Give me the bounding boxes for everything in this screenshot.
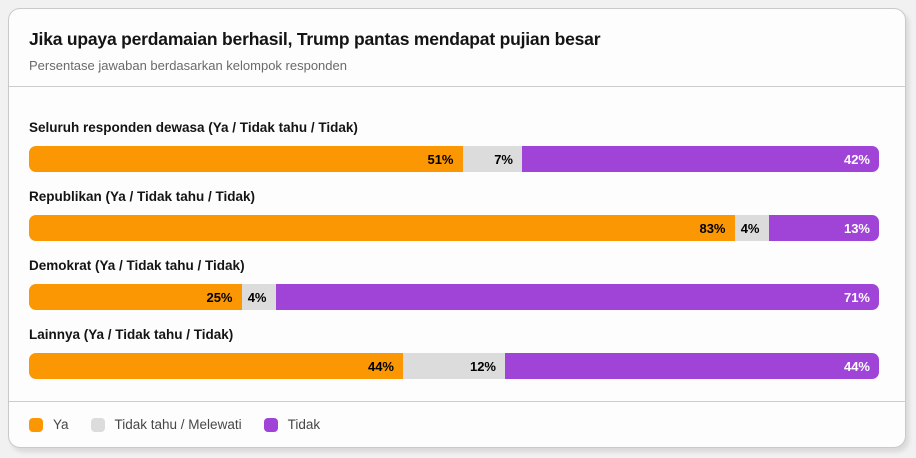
- stacked-bar: 83% 4% 13%: [29, 215, 879, 242]
- stacked-bar: 25% 4% 71%: [29, 284, 879, 311]
- bar-segment-tidak-tahu: 12%: [403, 353, 505, 380]
- row-label: Republikan (Ya / Tidak tahu / Tidak): [29, 189, 256, 205]
- chart-row: Demokrat (Ya / Tidak tahu / Tidak) 25% 4%…: [29, 255, 879, 311]
- bar-segment-ya: 51%: [29, 146, 463, 173]
- chart-row: Seluruh responden dewasa (Ya / Tidak tah…: [29, 117, 879, 173]
- chart-header: Jika upaya perdamaian berhasil, Trump pa…: [9, 9, 905, 88]
- legend-item: Tidak tahu / Melewati: [90, 417, 242, 432]
- stacked-bar: 44% 12% 44%: [29, 353, 879, 380]
- bar-segment-ya: 25%: [29, 284, 242, 311]
- row-label: Demokrat (Ya / Tidak tahu / Tidak): [29, 258, 245, 274]
- legend-swatch-icon: [90, 417, 105, 432]
- legend-swatch-icon: [29, 417, 43, 432]
- bar-segment-tidak-tahu: 4%: [734, 215, 769, 242]
- legend-label: Tidak: [287, 417, 321, 432]
- bar-segment-tidak: 44%: [505, 353, 879, 380]
- chart-row: Lainnya (Ya / Tidak tahu / Tidak) 44% 12%…: [29, 324, 879, 380]
- legend-label: Tidak tahu / Melewati: [114, 417, 242, 432]
- chart-rows: Seluruh responden dewasa (Ya / Tidak tah…: [9, 87, 905, 401]
- chart-legend: Ya Tidak tahu / Melewati Tidak: [9, 401, 905, 447]
- bar-segment-tidak-tahu: 4%: [241, 284, 276, 311]
- chart-title: Jika upaya perdamaian berhasil, Trump pa…: [29, 29, 601, 49]
- bar-segment-tidak: 71%: [275, 284, 879, 311]
- stacked-bar: 51% 7% 42%: [29, 146, 879, 173]
- chart-row: Republikan (Ya / Tidak tahu / Tidak) 83%…: [29, 186, 879, 242]
- bar-segment-tidak: 42%: [522, 146, 879, 173]
- chart-card: Jika upaya perdamaian berhasil, Trump pa…: [8, 8, 906, 448]
- legend-item: Ya: [29, 417, 69, 432]
- bar-segment-ya: 83%: [29, 215, 735, 242]
- row-label: Seluruh responden dewasa (Ya / Tidak tah…: [29, 120, 358, 136]
- legend-label: Ya: [53, 417, 69, 432]
- legend-swatch-icon: [263, 417, 278, 432]
- row-label: Lainnya (Ya / Tidak tahu / Tidak): [29, 327, 234, 343]
- bar-segment-tidak: 13%: [768, 215, 879, 242]
- legend-item: Tidak: [263, 417, 321, 432]
- chart-subtitle: Persentase jawaban berdasarkan kelompok …: [29, 58, 347, 74]
- bar-segment-tidak-tahu: 7%: [462, 146, 522, 173]
- bar-segment-ya: 44%: [29, 353, 403, 380]
